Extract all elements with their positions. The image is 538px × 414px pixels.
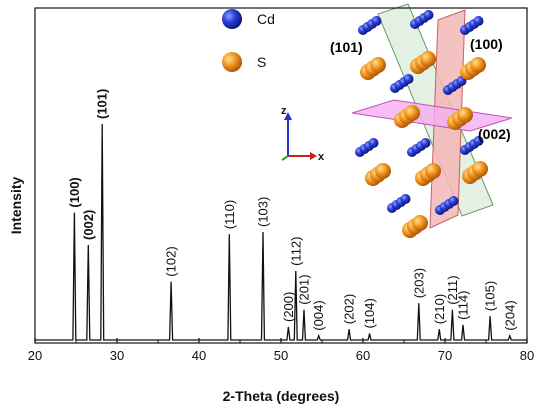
cd-atom-icon	[473, 16, 484, 26]
peak-labels: (100) (002) (101) (102) (110) (103) (200) (112)…	[67, 89, 517, 331]
peak-label: (110)	[222, 200, 237, 229]
s-atom-icon	[370, 57, 386, 73]
cd-atom-icon	[423, 10, 434, 20]
plane-label-002: (002)	[478, 126, 511, 142]
peak-label: (204)	[502, 300, 517, 330]
peak-label: (210)	[432, 294, 447, 324]
x-axis-title: 2-Theta (degrees)	[223, 388, 340, 404]
s-atom-icon	[412, 215, 428, 231]
peak-label: (101)	[95, 89, 110, 119]
cd-atom-icon	[368, 138, 379, 148]
x-tick-label: 40	[192, 348, 206, 363]
legend-label-cd: Cd	[257, 11, 275, 27]
y-axis-title: Intensity	[8, 177, 24, 235]
peak-label: (004)	[311, 300, 326, 330]
s-atom-icon	[472, 161, 488, 177]
peak-label: (112)	[288, 237, 303, 266]
peak-label: (211)	[445, 275, 460, 304]
legend-label-s: S	[257, 54, 266, 70]
s-atom-icon	[222, 52, 242, 72]
s-atom-icon	[425, 163, 441, 179]
s-atom-icon	[470, 57, 486, 73]
s-atom-icon	[375, 163, 391, 179]
x-tick-label: 80	[520, 348, 534, 363]
x-tick-label: 20	[28, 348, 42, 363]
peak-label: (203)	[411, 268, 426, 298]
s-atom-icon	[457, 107, 473, 123]
diffraction-pattern-line	[35, 123, 527, 341]
axis-letter-z: z	[281, 105, 287, 117]
x-tick-label: 60	[356, 348, 370, 363]
coordinate-axes-icon: z x	[281, 105, 325, 163]
peak-label: (104)	[362, 298, 377, 328]
cd-atom-icon	[473, 136, 484, 146]
x-tick-label: 70	[438, 348, 452, 363]
x-tick-label: 30	[110, 348, 124, 363]
crystal-structure-inset: (101) (100) (002)	[330, 3, 513, 238]
plane-label-100: (100)	[470, 36, 503, 52]
cd-atom-icon	[371, 16, 382, 26]
peak-label: (201)	[297, 274, 312, 304]
cd-atom-icon	[448, 196, 459, 206]
peak-label: (202)	[342, 294, 357, 324]
plot-area: (100) (002) (101) (102) (110) (103) (200) (112)…	[8, 7, 534, 404]
cd-atom-icon	[222, 9, 242, 29]
atoms-group	[355, 10, 488, 238]
peak-label: (114)	[456, 291, 471, 320]
plane-002-shape	[351, 99, 513, 132]
x-axis-ticks: 20 30 40 50 60 70 80	[28, 338, 534, 363]
plane-label-101: (101)	[330, 39, 363, 55]
peak-label: (002)	[81, 210, 96, 240]
s-atom-icon	[404, 105, 420, 121]
cd-atom-icon	[403, 74, 414, 84]
s-atom-icon	[420, 51, 436, 67]
x-tick-label: 50	[274, 348, 288, 363]
legend: Cd S	[222, 9, 275, 72]
peak-label: (102)	[164, 246, 179, 276]
peak-label: (100)	[67, 177, 82, 207]
cd-atom-icon	[420, 138, 431, 148]
axis-letter-x: x	[318, 151, 325, 163]
peak-label: (200)	[281, 292, 296, 322]
cd-atom-icon	[400, 194, 411, 204]
peak-label: (103)	[256, 197, 271, 227]
peak-label: (105)	[483, 281, 498, 311]
